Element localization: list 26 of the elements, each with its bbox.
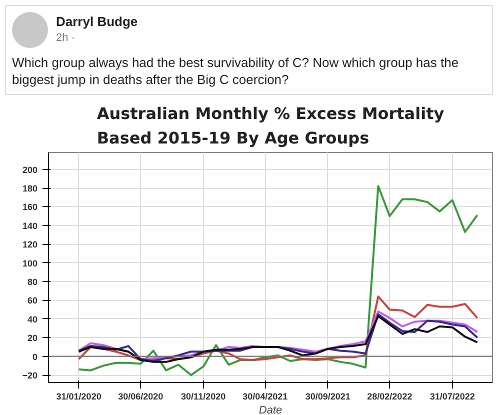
y-tick-label: 200 [22, 164, 38, 175]
line-series [78, 185, 478, 376]
x-tick-label: 30/09/2021 [305, 392, 350, 402]
y-tick-label: 80 [27, 277, 38, 288]
y-tick-label: 180 [22, 184, 38, 194]
line-series [78, 295, 478, 362]
text: Which group always had the best survivability of C? Now which group has the biggest jump in deaths after the Big C coercion? [12, 54, 460, 88]
text: 2h · [56, 31, 76, 46]
x-tick-label: 28/02/2022 [367, 392, 412, 402]
y-tick-label: 20 [27, 333, 38, 344]
y-tick-label: 160 [22, 202, 38, 212]
x-tick-label: 30/06/2020 [118, 392, 164, 402]
x-tick-label: 30/11/2020 [181, 392, 226, 402]
x-tick-label: 31/07/2022 [430, 392, 475, 402]
y-tick-label: 60 [27, 296, 38, 306]
y-tick-label: 140 [22, 220, 38, 231]
x-axis-title: Date [258, 404, 282, 415]
x-tick-label: 30/04/2021 [242, 392, 288, 402]
y-tick-label: 0 [32, 352, 38, 362]
y-tick-label: 120 [22, 240, 38, 250]
chart-title: Australian Monthly % Excess Mortality Based 2015-19 By Age Groups [96, 104, 445, 148]
x-tick-label: 31/01/2020 [56, 392, 102, 402]
text: Darryl Budge [56, 12, 138, 31]
y-tick-label: 100 [22, 258, 38, 268]
y-tick-label: 40 [27, 314, 38, 324]
y-tick-label: −20 [22, 370, 38, 381]
